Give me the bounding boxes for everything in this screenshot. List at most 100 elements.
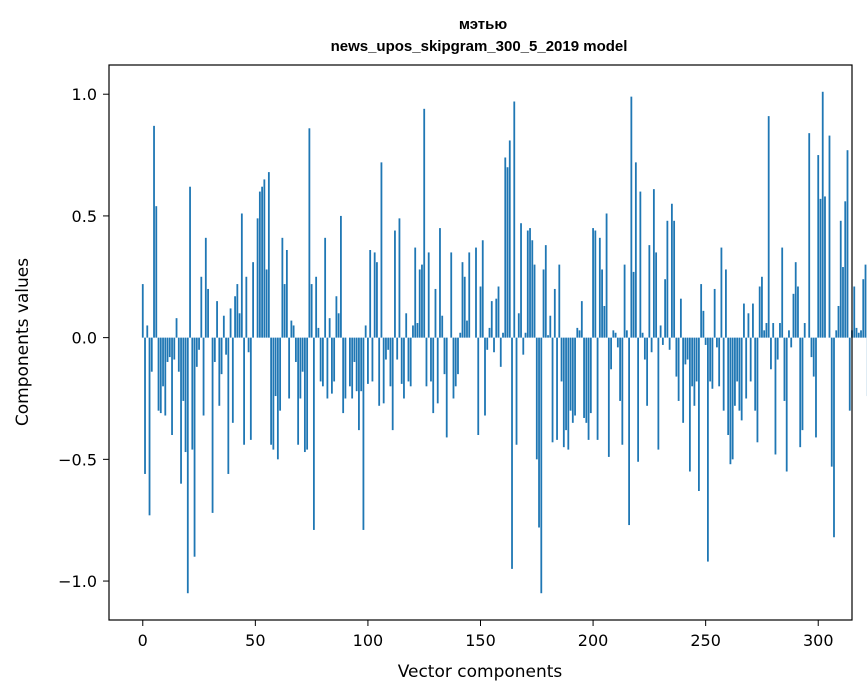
bar-31 [211, 337, 214, 513]
bar-10 [164, 337, 167, 416]
bar-150 [479, 286, 482, 338]
bar-38 [227, 337, 230, 474]
bar-176 [538, 337, 540, 528]
bar-12 [168, 337, 171, 358]
bar-series [141, 91, 867, 594]
bar-141 [459, 332, 462, 338]
bar-204 [601, 269, 603, 338]
bar-72 [303, 337, 306, 453]
bar-317 [855, 327, 858, 338]
bar-178 [542, 269, 545, 338]
bar-58 [272, 337, 275, 450]
bar-296 [808, 133, 811, 338]
bar-102 [371, 337, 374, 382]
x-tick-label-150: 150 [465, 631, 496, 650]
bar-278 [767, 116, 770, 338]
y-axis-label: Components values [13, 258, 33, 426]
bar-77 [315, 276, 318, 338]
bar-306 [830, 337, 833, 467]
bar-75 [310, 284, 313, 338]
bar-108 [385, 337, 387, 360]
bar-291 [797, 286, 799, 338]
bar-96 [358, 337, 360, 431]
bar-166 [515, 337, 518, 445]
bar-307 [833, 337, 835, 538]
bar-135 [445, 337, 448, 438]
bar-60 [276, 337, 279, 460]
bar-32 [213, 337, 216, 362]
bar-117 [405, 313, 408, 338]
bar-293 [801, 337, 804, 431]
bar-193 [576, 327, 579, 338]
bar-2 [146, 325, 149, 338]
bar-279 [770, 337, 772, 370]
bar-213 [621, 337, 624, 445]
bar-24 [195, 337, 198, 367]
bar-233 [666, 220, 669, 338]
bar-275 [761, 276, 763, 338]
bar-44 [240, 213, 243, 338]
bar-174 [533, 264, 536, 338]
bar-119 [409, 337, 412, 387]
bar-266 [740, 337, 743, 421]
plot-frame [108, 64, 853, 621]
bar-202 [596, 337, 599, 440]
bar-258 [722, 337, 725, 411]
bar-310 [839, 220, 842, 338]
bar-86 [335, 296, 338, 338]
bar-181 [549, 315, 552, 338]
x-axis-ticks: 0 50 100 150 200 250 300 [138, 620, 834, 650]
bar-97 [360, 337, 363, 392]
bar-74 [308, 128, 311, 338]
bar-121 [414, 247, 417, 338]
bar-157 [495, 298, 498, 338]
x-tick-label-50: 50 [245, 631, 265, 650]
bar-195 [580, 301, 583, 338]
bar-66 [290, 320, 293, 338]
bar-65 [288, 337, 291, 399]
bar-183 [553, 288, 556, 338]
bar-94 [353, 337, 356, 362]
bar-203 [598, 237, 601, 338]
bar-267 [743, 303, 745, 338]
bar-69 [297, 337, 300, 445]
bar-180 [547, 335, 549, 338]
bar-292 [799, 337, 802, 448]
bar-123 [418, 269, 421, 338]
bar-92 [349, 337, 351, 387]
bar-85 [333, 337, 336, 382]
bar-35 [220, 337, 223, 375]
bar-6 [155, 206, 158, 338]
bar-277 [765, 323, 768, 338]
bar-218 [632, 271, 635, 338]
bar-190 [569, 337, 572, 411]
bar-209 [612, 330, 615, 338]
bar-312 [844, 201, 847, 338]
bar-205 [603, 305, 606, 338]
bar-0 [141, 284, 144, 338]
x-tick-label-100: 100 [353, 631, 384, 650]
bar-67 [292, 325, 295, 338]
chart-title-line-1: мэтью [459, 16, 508, 33]
bar-128 [430, 337, 432, 382]
bar-298 [812, 337, 815, 377]
bar-46 [245, 276, 248, 338]
bar-39 [229, 308, 232, 338]
bar-81 [324, 237, 327, 338]
bar-175 [535, 337, 538, 460]
bar-59 [274, 337, 277, 397]
bar-196 [583, 337, 585, 418]
bar-248 [700, 284, 703, 338]
bar-189 [567, 337, 570, 450]
bar-219 [634, 162, 637, 338]
bar-262 [731, 337, 734, 460]
bar-187 [562, 337, 565, 448]
bar-244 [691, 337, 694, 387]
bar-78 [317, 327, 320, 338]
bar-1 [144, 337, 146, 474]
bar-100 [367, 337, 369, 384]
bar-163 [508, 140, 511, 338]
bar-283 [779, 323, 781, 338]
y-tick-label-0: −1.0 [58, 572, 97, 591]
bar-18 [182, 337, 185, 401]
